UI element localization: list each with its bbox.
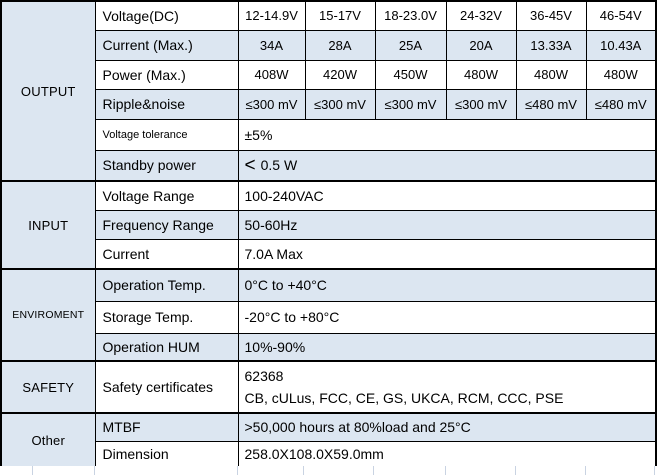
cell-power-6: 480W [585, 59, 657, 90]
label-frequency-range: Frequency Range [94, 209, 239, 240]
cell-power-5: 480W [515, 59, 587, 90]
cell-current-5: 13.33A [515, 29, 587, 61]
row-operation-hum: Operation HUM 10%-90% [1, 332, 657, 362]
label-input-current: Current [94, 238, 239, 270]
row-mtbf: Other MTBF >50,000 hours at 80%load and … [0, 412, 657, 468]
cell-current-1: 34A [237, 29, 306, 61]
cell-storage-temp: -20°C to +80°C [237, 300, 657, 334]
cell-operation-temp: 0°C to +40°C [237, 268, 657, 302]
certificates-list: CB, cULus, FCC, CE, GS, UKCA, RCM, CCC, … [244, 390, 564, 406]
gridline-tick [32, 466, 33, 475]
label-operation-hum: Operation HUM [94, 332, 239, 362]
cell-mtbf: >50,000 hours at 80%load and 25°C [237, 412, 657, 442]
label-standby-power: Standby power [94, 149, 239, 182]
cell-voltage-1: 12-14.9V [237, 0, 306, 31]
row-input-current: Current 7.0A Max [1, 238, 657, 270]
row-frequency-range: Frequency Range 50-60Hz [1, 209, 657, 240]
row-dimension: Dimension 258.0X108.0X59.0mm [1, 440, 657, 468]
row-ripple-noise: Ripple&noise ≤300 mV ≤300 mV ≤300 mV ≤30… [1, 88, 657, 120]
cell-voltage-tolerance: ±5% [237, 118, 657, 151]
gridline-tick [654, 466, 655, 475]
cell-current-2: 28A [304, 29, 376, 61]
label-storage-temp: Storage Temp. [94, 300, 239, 334]
row-operation-temp: ENVIROMENT Operation Temp. 0°C to +40°C [0, 268, 657, 362]
cell-voltage-4: 24-32V [445, 0, 517, 31]
section-title-safety: SAFETY [0, 360, 96, 414]
cell-voltage-3: 18-23.0V [374, 0, 447, 31]
cell-operation-hum: 10%-90% [237, 332, 657, 362]
section-title-other: Other [0, 412, 96, 468]
label-ripple-noise: Ripple&noise [94, 88, 239, 120]
cell-power-4: 480W [445, 59, 517, 90]
cell-voltage-range: 100-240VAC [237, 180, 657, 211]
row-current-max: Current (Max.) 34A 28A 25A 20A 13.33A 10… [1, 29, 657, 61]
gridline-tick [303, 466, 304, 475]
spreadsheet-gridlines [0, 466, 658, 475]
row-power-max: Power (Max.) 408W 420W 450W 480W 480W 48… [1, 59, 657, 90]
cell-input-current: 7.0A Max [237, 238, 657, 270]
gridline-tick [94, 466, 95, 475]
cell-current-6: 10.43A [585, 29, 657, 61]
cell-power-1: 408W [237, 59, 306, 90]
cell-ripple-4: ≤300 mV [445, 88, 517, 120]
section-title-input: INPUT [0, 180, 96, 270]
cell-voltage-2: 15-17V [304, 0, 376, 31]
label-voltage-range: Voltage Range [94, 180, 239, 211]
row-voltage-tolerance: Voltage tolerance ±5% [1, 118, 657, 151]
gridline-tick [373, 466, 374, 475]
cell-ripple-5: ≤480 mV [515, 88, 587, 120]
cell-safety-certificates: 62368 CB, cULus, FCC, CE, GS, UKCA, RCM,… [237, 360, 657, 414]
label-current-max: Current (Max.) [94, 29, 239, 61]
row-voltage-range: INPUT Voltage Range 100-240VAC [0, 180, 657, 270]
standby-power-value: 0.5 W [260, 157, 298, 174]
cell-ripple-1: ≤300 mV [237, 88, 306, 120]
certificates-standard: 62368 [244, 368, 284, 384]
cell-frequency-range: 50-60Hz [237, 209, 657, 240]
gridline-tick [585, 466, 586, 475]
cell-voltage-6: 46-54V [585, 0, 657, 31]
cell-ripple-3: ≤300 mV [374, 88, 447, 120]
cell-current-3: 25A [374, 29, 447, 61]
cell-standby-power: <0.5 W [237, 149, 657, 182]
label-operation-temp: Operation Temp. [94, 268, 239, 302]
label-safety-certificates: Safety certificates [94, 360, 239, 414]
cell-ripple-6: ≤480 mV [585, 88, 657, 120]
cell-dimension: 258.0X108.0X59.0mm [237, 440, 657, 468]
section-title-output: OUTPUT [0, 0, 96, 182]
label-voltage-tolerance: Voltage tolerance [94, 118, 239, 151]
label-dimension: Dimension [94, 440, 239, 468]
cell-voltage-5: 36-45V [515, 0, 587, 31]
gridline-tick [237, 466, 238, 475]
gridline-tick [445, 466, 446, 475]
cell-ripple-2: ≤300 mV [304, 88, 376, 120]
row-standby-power: Standby power <0.5 W [1, 149, 657, 182]
gridline-tick [515, 466, 516, 475]
less-than-symbol: < [244, 155, 256, 177]
row-safety-certificates: SAFETY Safety certificates 62368 CB, cUL… [0, 360, 657, 414]
label-power-max: Power (Max.) [94, 59, 239, 90]
cell-current-4: 20A [445, 29, 517, 61]
label-mtbf: MTBF [94, 412, 239, 442]
cell-power-2: 420W [304, 59, 376, 90]
cell-power-3: 450W [374, 59, 447, 90]
row-voltage-dc: OUTPUT Voltage(DC) 12-14.9V 15-17V 18-23… [0, 0, 657, 182]
section-title-environment: ENVIROMENT [0, 268, 96, 362]
label-voltage-dc: Voltage(DC) [94, 0, 239, 31]
row-storage-temp: Storage Temp. -20°C to +80°C [1, 300, 657, 334]
